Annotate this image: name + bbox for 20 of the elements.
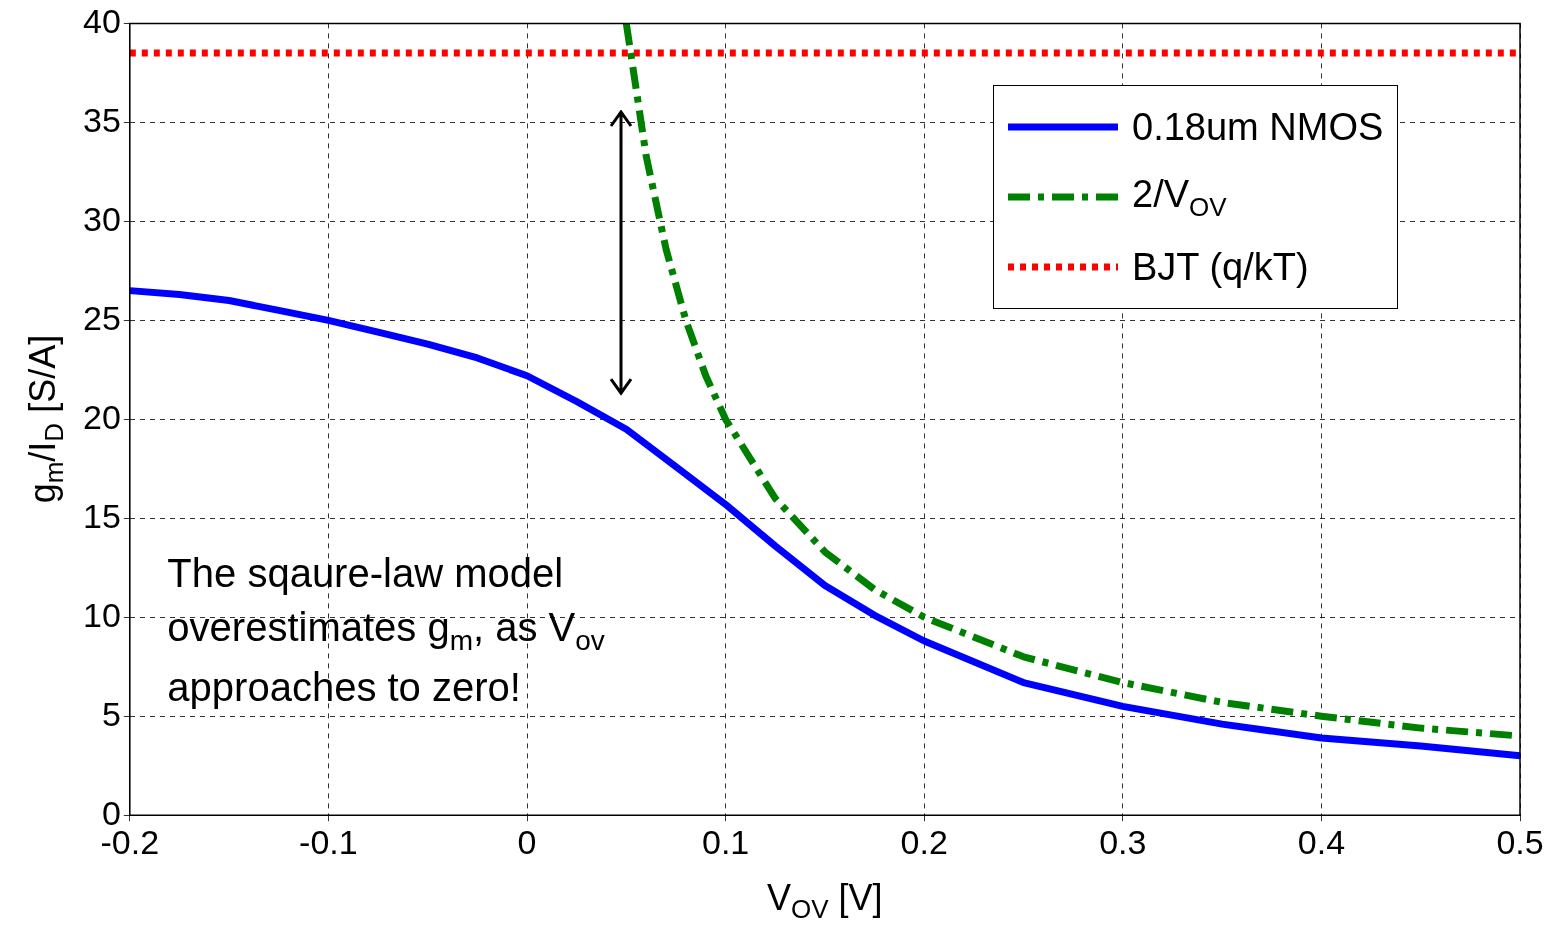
y-tick-label: 20 [82,397,121,436]
y-tick-label: 30 [82,199,121,238]
x-tick-label: 0.2 [900,822,948,861]
y-tick-label: 10 [82,595,121,634]
y-tick-label: 40 [82,1,121,40]
x-axis-title: V$_{OV}$ [V] [766,877,883,926]
x-tick-label: 0.1 [701,822,750,861]
text: The sqaure-law model overestimates g$_{m}$, as V$_{ov}$ approaches to zero! [167,550,605,709]
x-tick-label: 0.4 [1297,822,1346,861]
y-tick-label: 25 [82,298,121,337]
x-tick-label: 0 [517,822,537,861]
legend-label: 2/V$_{OV}$ [1132,172,1227,223]
x-tick-label: -0.1 [299,822,358,861]
y-tick-label: 5 [101,694,121,733]
legend-label: 0.18um NMOS [1132,105,1384,149]
x-tick-label: 0.3 [1099,822,1147,861]
y-tick-label: 15 [82,496,121,535]
x-tick-label: 0.5 [1496,822,1544,861]
y-tick-label: 35 [82,100,121,139]
legend-label: BJT (q/kT) [1132,245,1309,289]
